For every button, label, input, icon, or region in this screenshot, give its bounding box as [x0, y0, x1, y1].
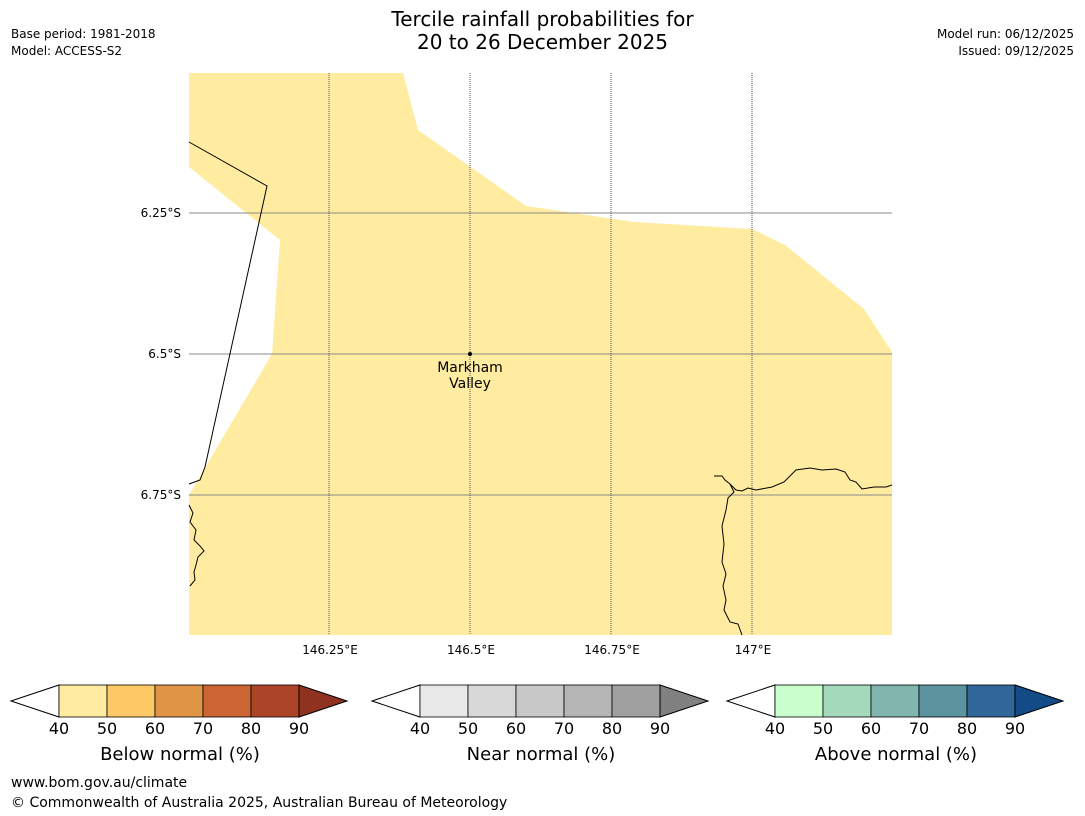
colorbar-1-tick-label: 90	[288, 719, 310, 738]
lat-label-6.5: 6.5°S	[148, 347, 181, 361]
colorbar-2-cell-5	[611, 684, 661, 718]
coastline-east	[714, 467, 893, 492]
model-text: Model: ACCESS-S2	[11, 44, 123, 58]
place-label-line-2: Valley	[449, 376, 491, 392]
colorbar-2-low-extend	[370, 684, 421, 718]
colorbar-1-high-extend	[298, 684, 349, 718]
river-course	[721, 483, 743, 636]
meta-right: Model run: 06/12/2025 Issued: 09/12/2025	[937, 26, 1074, 60]
footer-copyright: © Commonwealth of Australia 2025, Austra…	[11, 795, 508, 811]
colorbar-3-high-extend	[1014, 684, 1065, 718]
colorbar-2-cell-4	[563, 684, 613, 718]
colorbar-1-cell-3	[154, 684, 204, 718]
colorbar-3-tick-label: 40	[764, 719, 786, 738]
colorbar-3-tick-label: 70	[908, 719, 930, 738]
colorbar-3-tick-label: 50	[812, 719, 834, 738]
colorbar-3-cell-4	[918, 684, 968, 718]
issued-text: Issued: 09/12/2025	[958, 44, 1074, 58]
colorbar-3-cell-5	[966, 684, 1016, 718]
coastline-west	[188, 504, 205, 587]
place-label-markham-valley: Markham Valley	[420, 360, 520, 392]
colorbar-3-low-extend	[725, 684, 776, 718]
colorbar-1-cell-1	[58, 684, 108, 718]
colorbar-2-cell-3	[515, 684, 565, 718]
lon-label-147: 147°E	[734, 643, 772, 657]
footer-url: www.bom.gov.au/climate	[11, 775, 188, 791]
colorbar-3-cell-2	[822, 684, 872, 718]
colorbar-1-tick-label: 50	[96, 719, 118, 738]
colorbar-2-tick-label: 80	[601, 719, 623, 738]
colorbar-2-cell-1	[419, 684, 469, 718]
colorbar-1-low-extend	[9, 684, 60, 718]
map-title: Tercile rainfall probabilities for 20 to…	[0, 8, 1085, 54]
colorbar-1-cell-5	[250, 684, 300, 718]
colorbar-2-cell-2	[467, 684, 517, 718]
lon-label-146.75: 146.75°E	[584, 643, 640, 657]
lon-label-146.5: 146.5°E	[447, 643, 495, 657]
lon-label-146.25: 146.25°E	[302, 643, 358, 657]
colorbar-1-cell-2	[106, 684, 156, 718]
colorbar-3-cell-3	[870, 684, 920, 718]
colorbar-2-label: Near normal (%)	[466, 744, 616, 765]
place-label-line-1: Markham	[437, 360, 503, 376]
title-line-1: Tercile rainfall probabilities for	[391, 7, 694, 31]
province-boundary	[188, 141, 268, 485]
lat-label-6.75: 6.75°S	[140, 488, 181, 502]
colorbar-2-tick-label: 90	[649, 719, 671, 738]
meta-left: Base period: 1981-2018 Model: ACCESS-S2	[11, 26, 156, 60]
colorbar-3-cell-1	[774, 684, 824, 718]
colorbar-2-high-extend	[659, 684, 710, 718]
model-run-text: Model run: 06/12/2025	[936, 27, 1074, 41]
colorbar-3-label: Above normal (%)	[814, 744, 978, 765]
colorbar-2-tick-label: 40	[409, 719, 431, 738]
lat-label-6.25: 6.25°S	[140, 206, 181, 220]
colorbar-2-tick-label: 60	[505, 719, 527, 738]
colorbar-3-tick-label: 90	[1004, 719, 1026, 738]
place-marker	[468, 352, 472, 356]
colorbar-1-tick-label: 70	[192, 719, 214, 738]
colorbar-2-tick-label: 70	[553, 719, 575, 738]
colorbar-1-label: Below normal (%)	[100, 744, 260, 765]
colorbar-1-tick-label: 80	[240, 719, 262, 738]
title-line-2: 20 to 26 December 2025	[416, 30, 668, 54]
base-period-text: Base period: 1981-2018	[11, 27, 156, 41]
colorbar-3-tick-label: 80	[956, 719, 978, 738]
colorbar-1-cell-4	[202, 684, 252, 718]
colorbar-3-tick-label: 60	[860, 719, 882, 738]
colorbar-1-tick-label: 40	[48, 719, 70, 738]
colorbar-1-tick-label: 60	[144, 719, 166, 738]
colorbar-2-tick-label: 50	[457, 719, 479, 738]
